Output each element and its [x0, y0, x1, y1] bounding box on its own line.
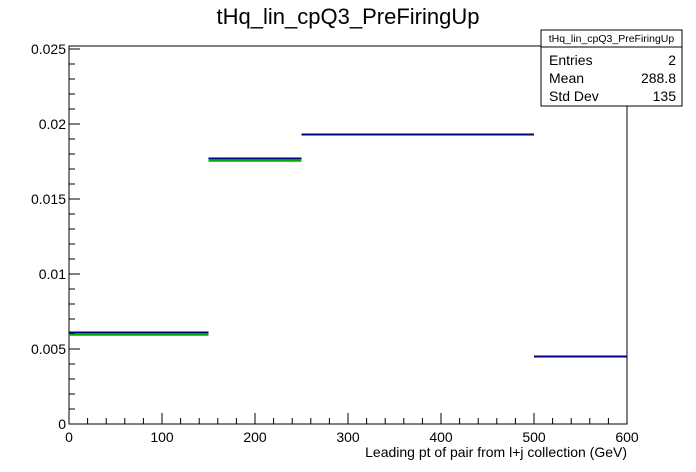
y-axis: 0 0.005 0.01 0.015 0.02 0.025: [31, 41, 80, 432]
stats-stddev-label: Std Dev: [549, 88, 599, 104]
x-axis: 0 100 200 300 400 500 600: [65, 413, 639, 445]
stats-entries-label: Entries: [549, 52, 593, 68]
y-tick-label: 0.01: [39, 266, 66, 282]
stats-mean-label: Mean: [549, 70, 584, 86]
x-tick-label: 200: [243, 429, 267, 445]
x-tick-label: 600: [615, 429, 639, 445]
stats-stddev-value: 135: [653, 88, 677, 104]
x-axis-label: Leading pt of pair from l+j collection (…: [365, 444, 627, 460]
x-tick-label: 100: [150, 429, 174, 445]
y-tick-label: 0.025: [31, 41, 66, 57]
x-tick-label: 0: [65, 429, 73, 445]
stats-mean-value: 288.8: [641, 70, 676, 86]
stats-box-title: tHq_lin_cpQ3_PreFiringUp: [549, 33, 675, 45]
x-tick-label: 400: [429, 429, 453, 445]
y-tick-label: 0: [58, 416, 66, 432]
stats-box-frame: [540, 29, 683, 107]
x-tick-label: 300: [336, 429, 360, 445]
y-tick-label: 0.015: [31, 191, 66, 207]
y-tick-label: 0.005: [31, 341, 66, 357]
x-tick-label: 500: [522, 429, 546, 445]
y-tick-label: 0.02: [39, 116, 66, 132]
stats-entries-value: 2: [668, 52, 676, 68]
stats-box: tHq_lin_cpQ3_PreFiringUp Entries 2 Mean …: [540, 29, 683, 107]
chart-title: tHq_lin_cpQ3_PreFiringUp: [217, 4, 480, 29]
series-layer: [69, 133, 627, 358]
